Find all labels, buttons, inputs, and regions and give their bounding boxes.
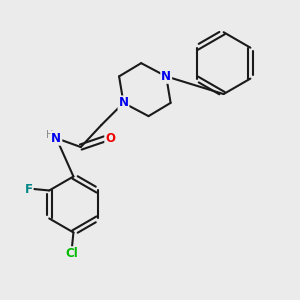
Text: O: O: [105, 132, 115, 145]
Text: H: H: [46, 130, 54, 140]
Text: N: N: [51, 132, 62, 145]
Text: F: F: [25, 182, 33, 196]
Text: N: N: [161, 70, 171, 83]
Text: Cl: Cl: [66, 247, 78, 260]
Text: N: N: [118, 96, 128, 110]
